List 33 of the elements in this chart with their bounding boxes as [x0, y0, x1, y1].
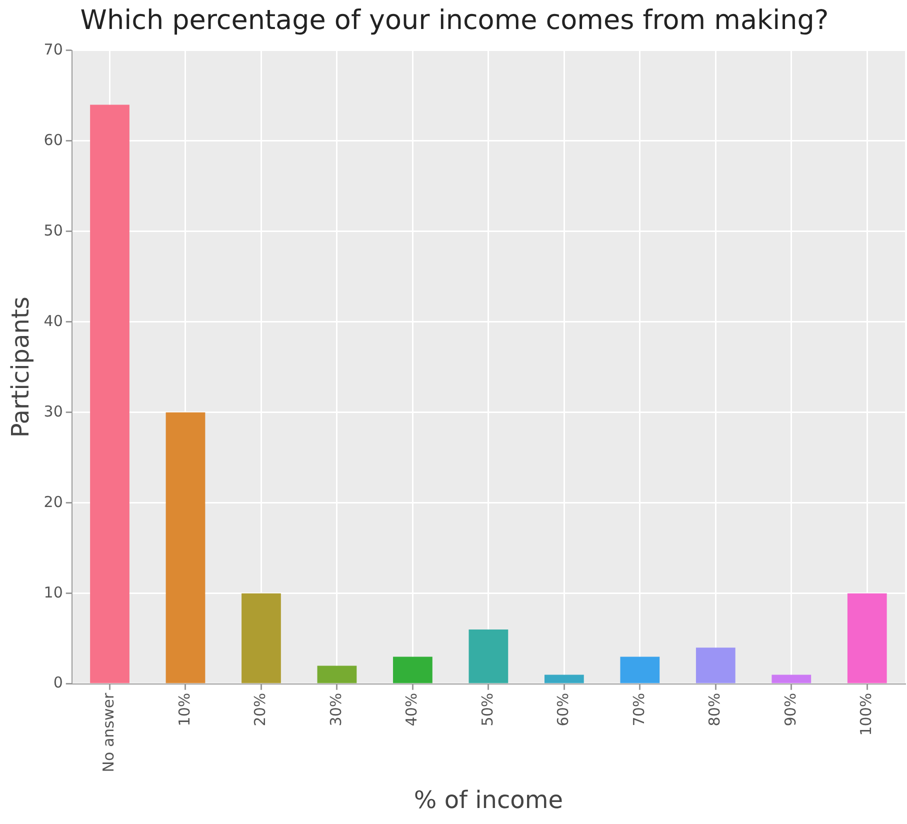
- x-tick-label: 70%: [630, 692, 648, 726]
- bar: [166, 412, 206, 684]
- bar: [620, 656, 660, 684]
- bar: [772, 674, 812, 684]
- y-tick-label: 20: [44, 492, 63, 511]
- y-tick-label: 0: [53, 674, 63, 692]
- x-tick-label: 80%: [706, 692, 724, 726]
- bar: [847, 593, 887, 684]
- bar: [393, 656, 432, 684]
- x-tick-label: 40%: [402, 692, 421, 726]
- x-tick-label: 10%: [175, 692, 194, 726]
- bar: [242, 593, 281, 684]
- y-tick-label: 60: [44, 130, 63, 149]
- y-tick-label: 70: [44, 40, 63, 58]
- x-tick-label: 100%: [857, 692, 876, 736]
- y-axis-title: Participants: [6, 296, 35, 438]
- chart-title: Which percentage of your income comes from making?: [80, 5, 829, 36]
- bar: [696, 648, 736, 684]
- bar: [468, 630, 508, 684]
- bar: [90, 104, 130, 684]
- x-tick-label: 30%: [326, 692, 345, 726]
- x-tick-label: 90%: [781, 692, 800, 726]
- y-tick-label: 50: [44, 221, 63, 240]
- bar: [317, 666, 357, 684]
- y-tick-label: 30: [44, 402, 63, 420]
- bar: [544, 674, 584, 684]
- x-tick-label: 60%: [554, 692, 572, 726]
- x-axis-title: % of income: [414, 786, 563, 814]
- x-tick-label: 50%: [478, 692, 496, 726]
- y-tick-label: 40: [44, 312, 63, 330]
- x-tick-label: No answer: [100, 692, 118, 772]
- x-tick-label: 20%: [251, 692, 270, 726]
- y-tick-label: 10: [44, 583, 63, 602]
